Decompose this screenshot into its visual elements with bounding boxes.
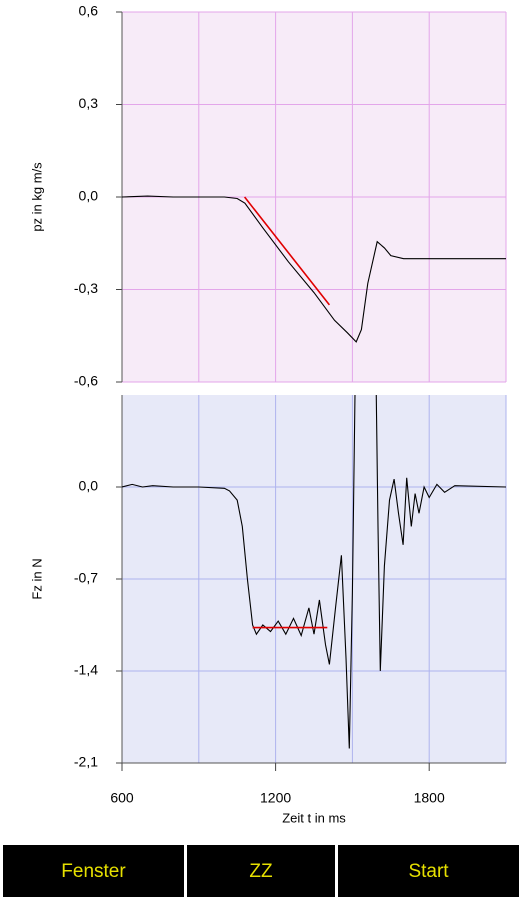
y-tick-label: -2,1	[74, 754, 98, 770]
button[interactable]: Fenster	[3, 845, 184, 897]
button[interactable]: ZZ	[187, 845, 335, 897]
x-tick-label: 1800	[414, 790, 445, 806]
data-line	[122, 395, 506, 749]
fit-line	[243, 196, 331, 306]
y-tick-label: 0,0	[79, 478, 99, 494]
button-label: Start	[408, 861, 449, 882]
x-tick-label: 600	[110, 790, 134, 806]
x-tick-label: 1200	[260, 790, 291, 806]
y-tick-label: 0,6	[79, 3, 99, 19]
button-background	[3, 845, 184, 897]
button-label: ZZ	[249, 861, 273, 882]
button-background	[338, 845, 519, 897]
button-label: Fenster	[61, 861, 126, 882]
plot-lines	[122, 195, 506, 343]
y-tick-label: -1,4	[74, 662, 98, 678]
y-axis-label: pz in kg m/s	[29, 162, 44, 232]
button[interactable]: Start	[338, 845, 519, 897]
plot-lines	[122, 395, 506, 749]
x-axis-label: Zeit t in ms	[282, 810, 346, 825]
y-tick-label: -0,3	[74, 280, 98, 296]
y-tick-label: 0,0	[79, 188, 99, 204]
y-axis-label: Fz in N	[29, 558, 44, 599]
y-tick-label: -0,6	[74, 373, 98, 389]
button-background	[187, 845, 335, 897]
y-tick-label: -0,7	[74, 570, 98, 586]
data-line	[122, 195, 506, 343]
y-tick-label: 0,3	[79, 95, 99, 111]
